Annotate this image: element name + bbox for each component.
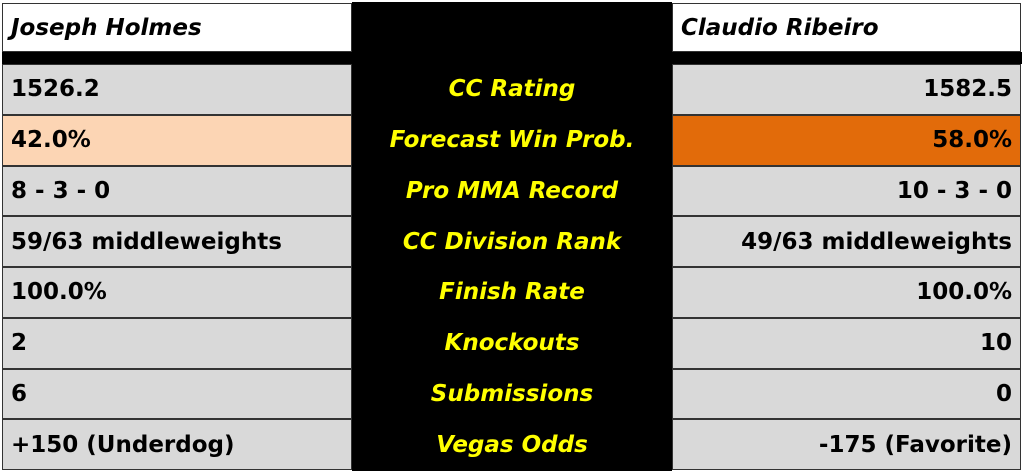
right-value-forecast-win-prob: 58.0% (672, 114, 1021, 166)
right-value-vegas-odds: -175 (Favorite) (672, 419, 1021, 470)
right-value-finish-rate: 100.0% (672, 267, 1021, 318)
row-label-cc-rating: CC Rating (448, 76, 576, 103)
right-value-pro-mma-record: 10 - 3 - 0 (672, 165, 1021, 217)
left-value-forecast-win-prob: 42.0% (2, 114, 352, 166)
left-value-vegas-odds: +150 (Underdog) (2, 419, 352, 470)
left-value-knockouts: 2 (2, 317, 352, 369)
row-label-forecast-win-prob: Forecast Win Prob. (389, 127, 635, 154)
row-label-pro-mma-record: Pro MMA Record (405, 177, 619, 204)
left-value-cc-division-rank: 59/63 middleweights (2, 216, 352, 267)
right-value-cc-rating: 1582.5 (672, 64, 1021, 115)
right-value-cc-division-rank: 49/63 middleweights (672, 216, 1021, 267)
row-label-finish-rate: Finish Rate (439, 279, 585, 306)
left-value-cc-rating: 1526.2 (2, 64, 352, 115)
row-label-cc-division-rank: CC Division Rank (402, 228, 622, 255)
left-value-submissions: 6 (2, 368, 352, 420)
row-label-vegas-odds: Vegas Odds (436, 431, 588, 458)
right-fighter-name: Claudio Ribeiro (672, 3, 1021, 52)
right-value-submissions: 0 (672, 368, 1021, 420)
left-fighter-name: Joseph Holmes (2, 3, 352, 52)
left-value-pro-mma-record: 8 - 3 - 0 (2, 165, 352, 217)
left-value-finish-rate: 100.0% (2, 267, 352, 318)
right-value-knockouts: 10 (672, 317, 1021, 369)
row-label-submissions: Submissions (430, 380, 594, 407)
label-column-background (352, 2, 672, 471)
header-separator (2, 52, 1022, 64)
row-label-knockouts: Knockouts (444, 330, 580, 357)
